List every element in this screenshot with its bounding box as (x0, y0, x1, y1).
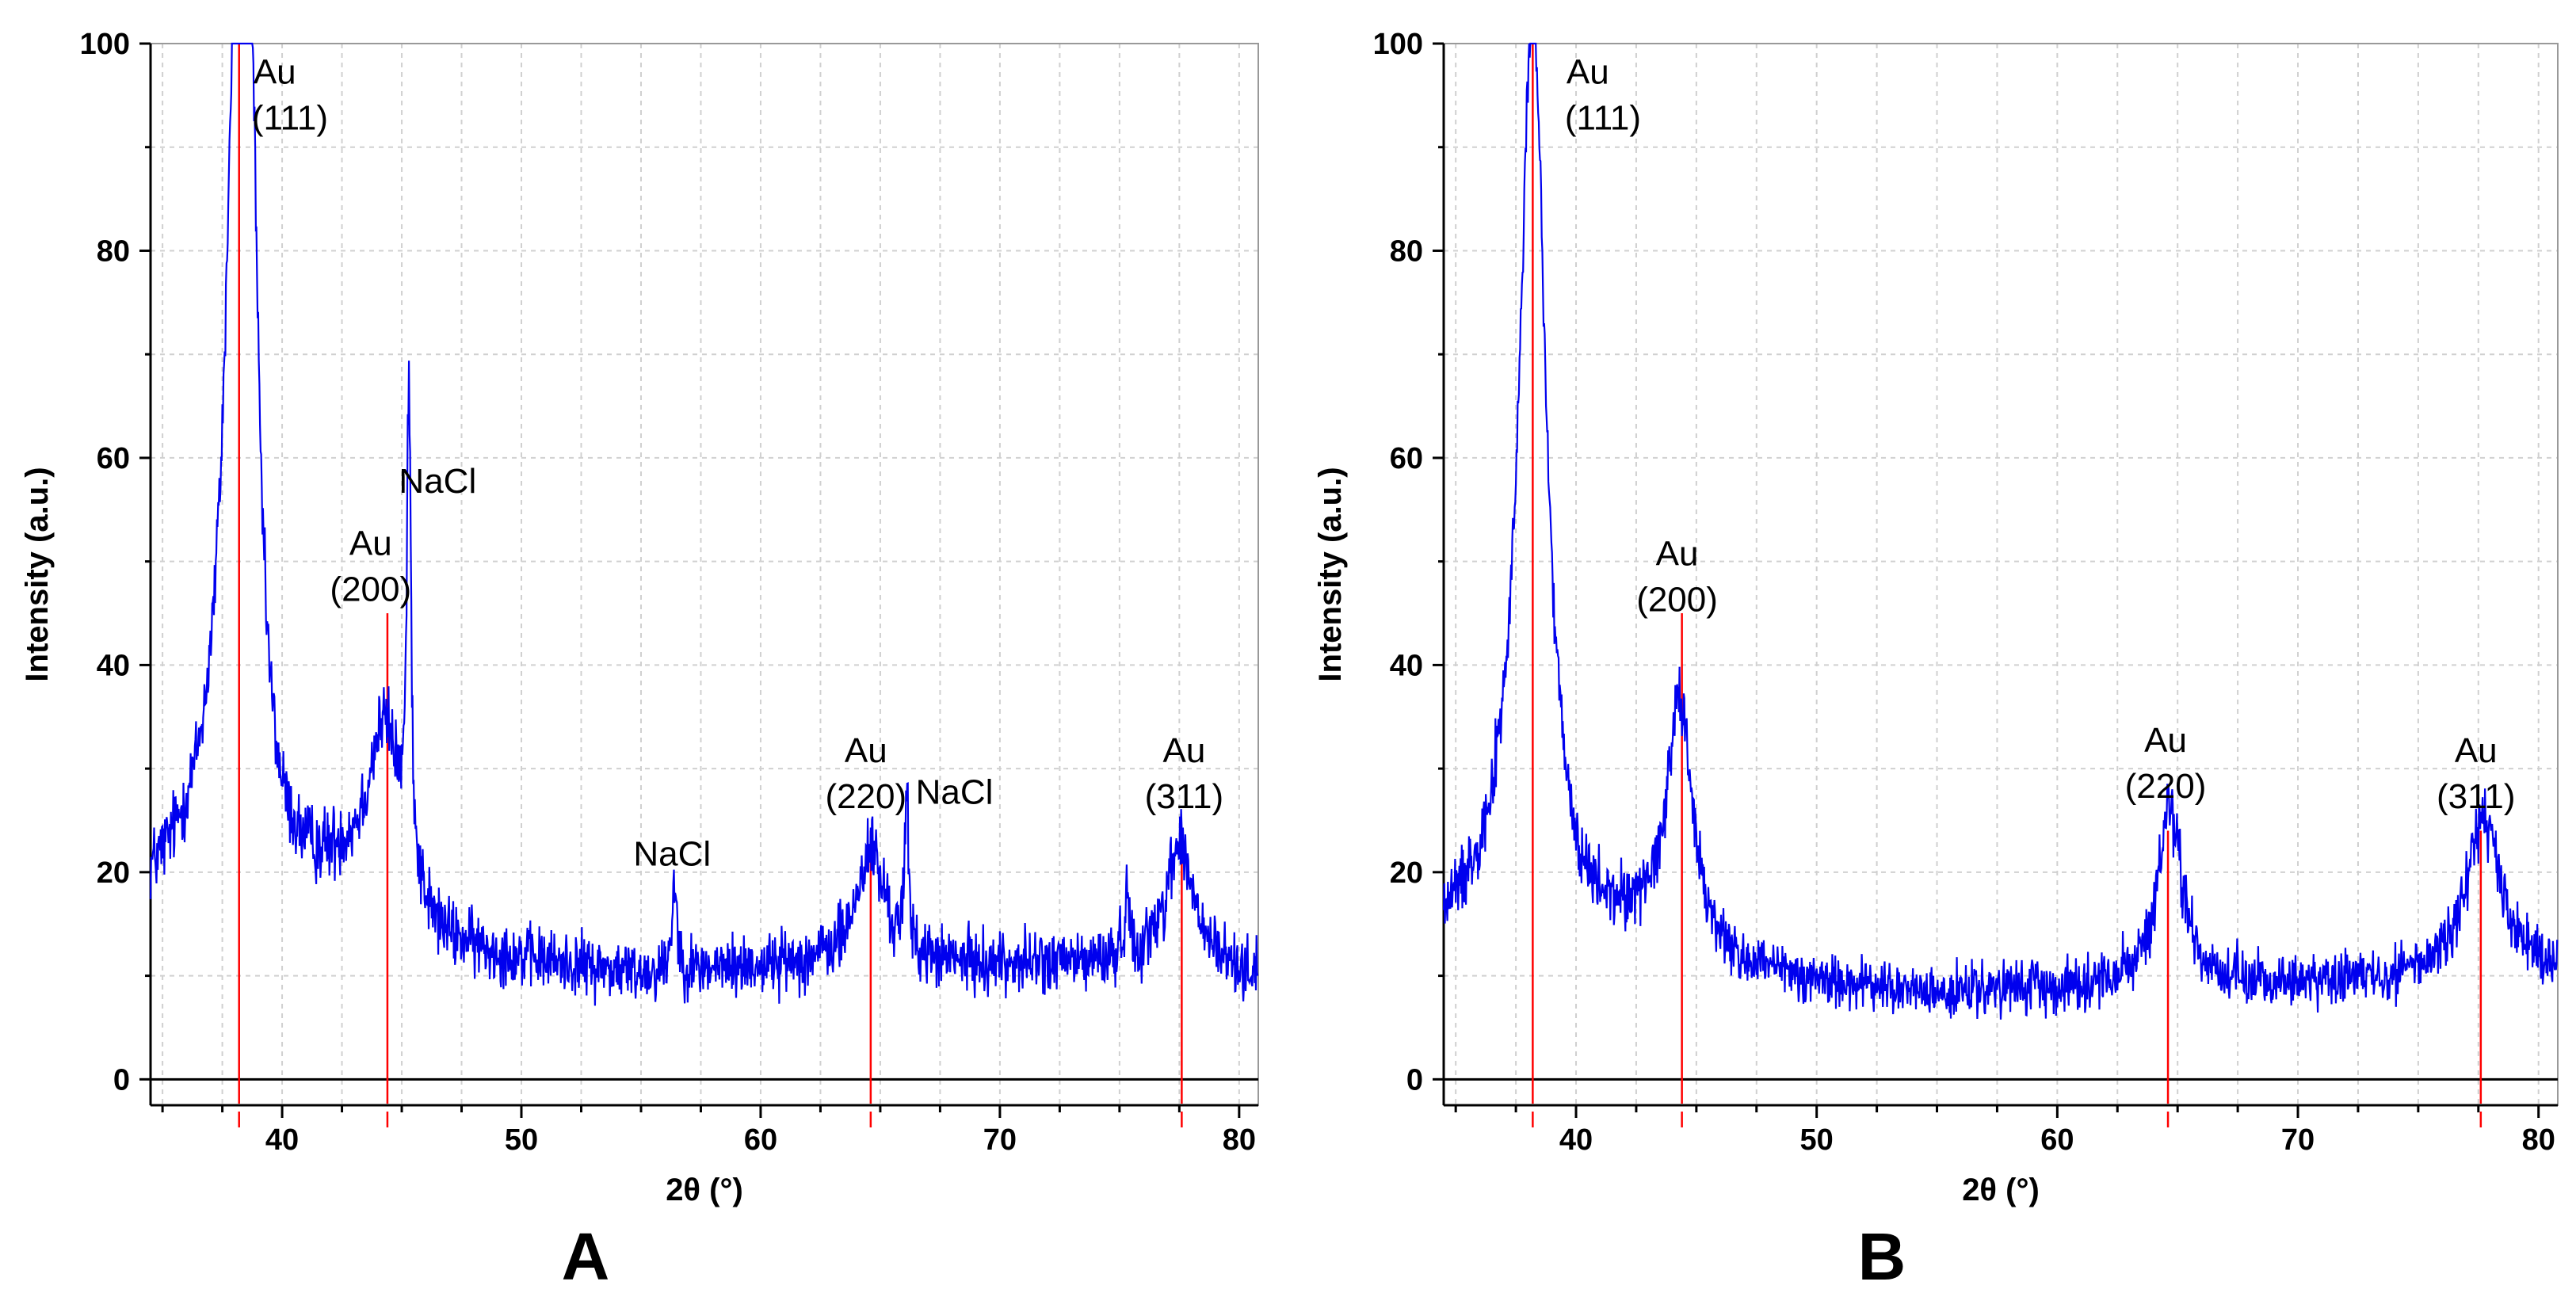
xrd-trace (1442, 42, 2559, 1020)
peak-hkl-label: (111) (1565, 99, 1641, 138)
y-tick-label: 20 (1390, 856, 1423, 890)
peak-hkl-label: (200) (330, 570, 411, 609)
peak-annotation: Au (111) (252, 53, 328, 138)
y-tick-label: 100 (1373, 28, 1423, 61)
peak-annotation: Au (200) (330, 524, 411, 609)
peak-label: Au (1567, 53, 1609, 92)
y-tick-label: 40 (97, 649, 130, 682)
x-tick-label: 70 (2281, 1123, 2315, 1157)
peak-hkl-label: (220) (2125, 767, 2207, 806)
y-tick-label: 40 (1390, 649, 1423, 682)
y-tick-label: 60 (97, 442, 130, 475)
peak-annotation: Au (311) (2437, 731, 2515, 816)
peak-label: Au (1656, 535, 1699, 574)
plot-frame (1443, 43, 2559, 1106)
peak-label: Au (2455, 731, 2498, 770)
peak-hkl-label: (311) (1145, 777, 1223, 816)
x-tick-label: 80 (1223, 1123, 1256, 1157)
peak-hkl-label: (111) (252, 99, 328, 138)
y-tick-label: 80 (97, 235, 130, 268)
y-tick-label: 0 (113, 1063, 130, 1097)
y-tick-label: 0 (1406, 1063, 1423, 1097)
gridlines (151, 43, 1258, 1105)
y-tick-label: 20 (97, 856, 130, 890)
chart-panel-b: 40 50 60 70 80 0 20 40 60 80 100 2θ (°) Intensity (a… (1313, 28, 2559, 1293)
peak-annotation: Au (220) (825, 731, 906, 816)
peak-label: NaCl (399, 462, 476, 501)
peak-label: Au (254, 53, 296, 92)
panel-letter: A (562, 1219, 610, 1293)
plot-frame (150, 43, 1259, 1106)
peak-label: Au (2144, 721, 2187, 760)
x-tick-label: 40 (265, 1123, 299, 1157)
y-tick-label: 60 (1390, 442, 1423, 475)
xrd-trace (149, 42, 1259, 1006)
peak-hkl-label: (220) (825, 777, 906, 816)
peak-label: NaCl (916, 772, 994, 811)
peak-hkl-label: (200) (1636, 581, 1718, 620)
x-tick-label: 40 (1559, 1123, 1593, 1157)
peak-annotation: Au (311) (1145, 731, 1223, 816)
x-tick-label: 60 (2040, 1123, 2074, 1157)
peak-label: Au (845, 731, 887, 770)
x-axis-title: 2θ (°) (666, 1173, 743, 1207)
x-tick-label: 60 (744, 1123, 777, 1157)
chart-panel-a: 40 50 60 70 80 0 20 40 60 80 100 2θ (°) Intensity (a… (20, 28, 1259, 1293)
peak-annotation: NaCl (399, 462, 476, 501)
y-axis-title: Intensity (a.u.) (1313, 467, 1348, 681)
y-tick-label: 80 (1390, 235, 1423, 268)
x-tick-label: 50 (1800, 1123, 1834, 1157)
peak-annotation: NaCl (916, 772, 994, 811)
gridlines (1444, 43, 2558, 1105)
peak-annotation: NaCl (633, 835, 711, 874)
x-tick-label: 70 (983, 1123, 1017, 1157)
peak-label: NaCl (633, 835, 711, 874)
x-tick-label: 80 (2522, 1123, 2555, 1157)
peak-label: Au (349, 524, 392, 563)
x-tick-label: 50 (505, 1123, 538, 1157)
peak-label: Au (1162, 731, 1205, 770)
y-tick-label: 100 (80, 28, 130, 61)
peak-annotation: Au (111) (1565, 53, 1641, 138)
x-axis-title: 2θ (°) (1962, 1173, 2040, 1207)
peak-hkl-label: (311) (2437, 777, 2515, 816)
y-axis-title: Intensity (a.u.) (20, 467, 55, 681)
panel-letter: B (1858, 1219, 1906, 1293)
peak-annotation: Au (200) (1636, 535, 1718, 620)
peak-annotation: Au (220) (2125, 721, 2207, 806)
